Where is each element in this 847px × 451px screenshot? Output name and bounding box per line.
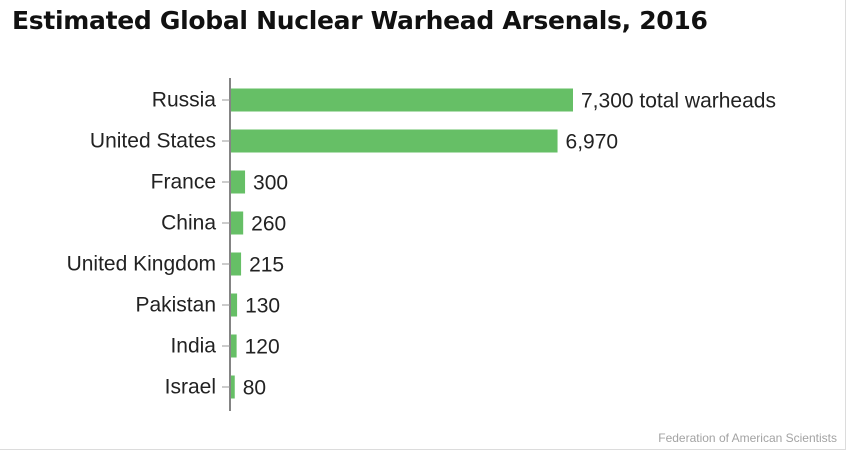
bar-india <box>231 334 237 358</box>
value-label-china: 260 <box>251 213 286 236</box>
value-label-india: 120 <box>245 336 280 359</box>
category-label-france: France <box>151 171 216 194</box>
value-label-united-kingdom: 215 <box>249 254 284 277</box>
source-credit: Federation of American Scientists <box>658 431 837 445</box>
value-label-israel: 80 <box>243 377 266 400</box>
bar-china <box>231 211 244 235</box>
category-label-china: China <box>161 212 216 235</box>
value-label-united-states: 6,970 <box>566 131 619 154</box>
bar-united-states <box>231 129 558 153</box>
bar-pakistan <box>231 293 238 317</box>
bar-israel <box>231 375 235 399</box>
value-label-pakistan: 130 <box>245 295 280 318</box>
chart-title: Estimated Global Nuclear Warhead Arsenal… <box>12 6 708 35</box>
bar-russia <box>231 88 573 112</box>
category-label-united-kingdom: United Kingdom <box>67 253 216 276</box>
bar-united-kingdom <box>231 252 242 276</box>
category-label-pakistan: Pakistan <box>135 294 216 317</box>
value-label-russia: 7,300 total warheads <box>581 90 776 113</box>
category-label-russia: Russia <box>152 89 217 112</box>
category-label-israel: Israel <box>165 376 216 399</box>
category-label-india: India <box>170 335 216 358</box>
bar-france <box>231 170 246 194</box>
category-label-united-states: United States <box>90 130 216 153</box>
value-label-france: 300 <box>253 172 288 195</box>
